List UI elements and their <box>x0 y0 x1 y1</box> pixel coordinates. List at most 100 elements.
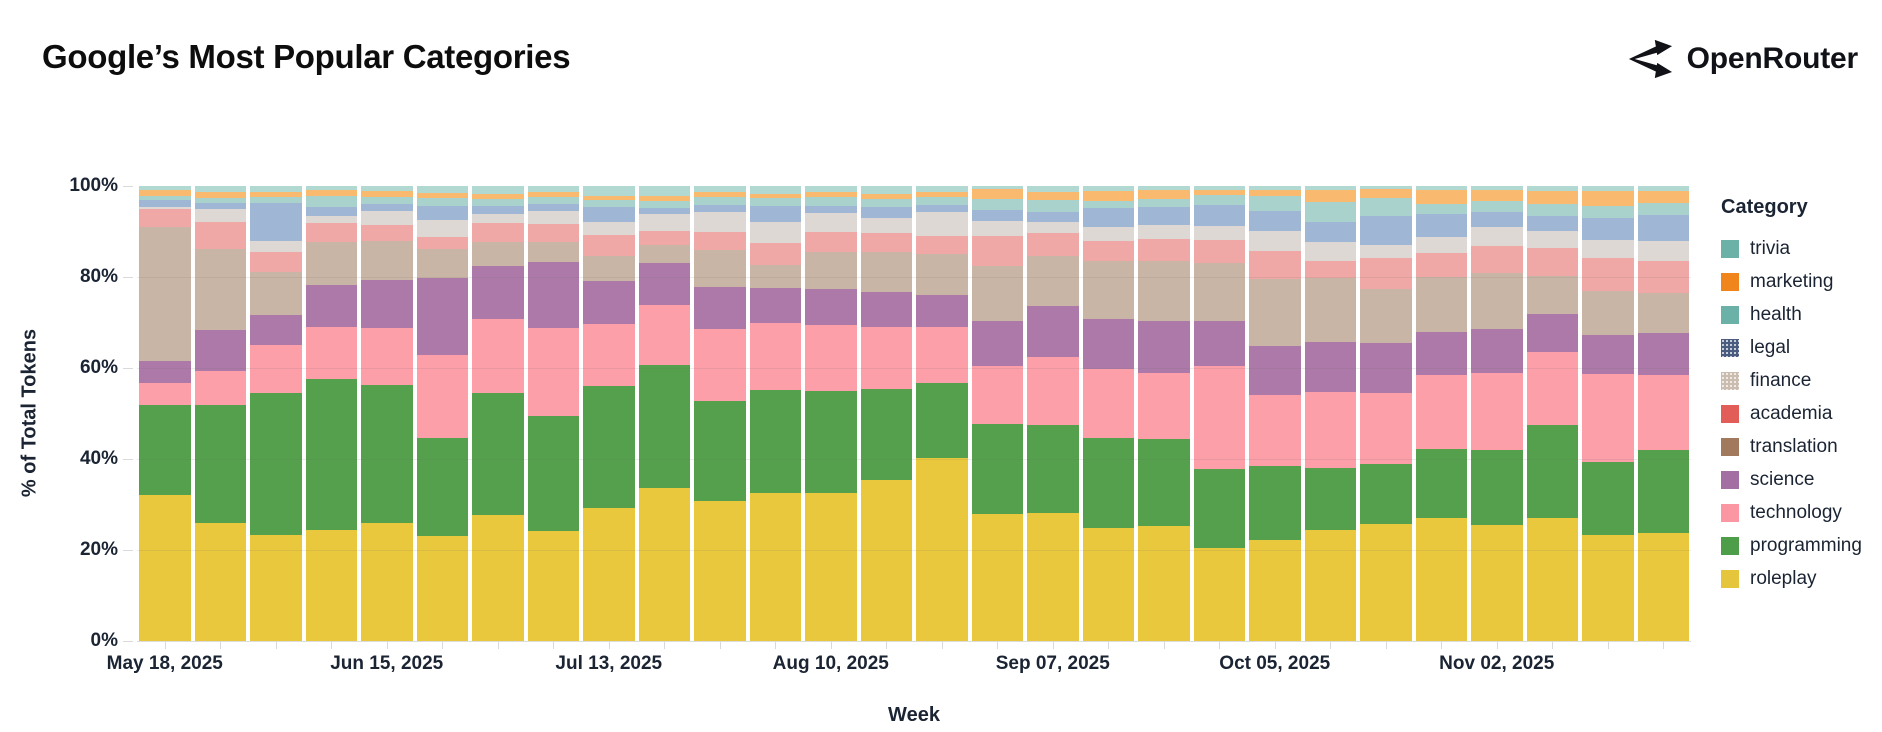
bar-segment-programming[interactable] <box>805 391 857 493</box>
bar-segment-roleplay[interactable] <box>416 535 468 641</box>
bar-segment-roleplay[interactable] <box>527 531 579 641</box>
bar-column[interactable] <box>1582 186 1634 641</box>
bar-segment-translation[interactable] <box>194 248 246 330</box>
bar-column[interactable] <box>1138 186 1190 641</box>
bar-segment-roleplay[interactable] <box>139 494 191 641</box>
bar-segment-technology[interactable] <box>139 382 191 405</box>
bar-segment-marketing[interactable] <box>194 192 246 199</box>
bar-segment-marketing[interactable] <box>361 191 413 197</box>
bar-segment-roleplay[interactable] <box>805 492 857 641</box>
bar-segment-science[interactable] <box>472 266 524 320</box>
bar-segment-legal[interactable] <box>860 207 912 219</box>
bar-segment-trivia[interactable] <box>472 186 524 194</box>
bar-segment-legal[interactable] <box>1582 217 1634 240</box>
bar-segment-programming[interactable] <box>749 390 801 493</box>
bar-segment-health[interactable] <box>250 197 302 203</box>
bar-segment-translation[interactable] <box>416 249 468 279</box>
bar-segment-marketing[interactable] <box>1082 190 1134 201</box>
bar-segment-roleplay[interactable] <box>305 529 357 641</box>
bar-segment-programming[interactable] <box>694 401 746 502</box>
bar-segment-marketing[interactable] <box>583 195 635 200</box>
bar-segment-translation[interactable] <box>1138 261 1190 322</box>
bar-segment-academia[interactable] <box>1193 239 1245 263</box>
bar-segment-roleplay[interactable] <box>583 508 635 641</box>
bar-segment-finance[interactable] <box>194 208 246 222</box>
bar-segment-marketing[interactable] <box>916 191 968 197</box>
bar-segment-academia[interactable] <box>472 222 524 242</box>
bar-segment-programming[interactable] <box>1082 438 1134 529</box>
bar-segment-trivia[interactable] <box>1304 186 1356 190</box>
bar-segment-programming[interactable] <box>1027 424 1079 513</box>
bar-segment-programming[interactable] <box>916 382 968 459</box>
bar-segment-trivia[interactable] <box>749 186 801 195</box>
bar-segment-legal[interactable] <box>583 207 635 222</box>
bar-segment-science[interactable] <box>305 284 357 328</box>
bar-segment-legal[interactable] <box>1304 221 1356 242</box>
bar-segment-roleplay[interactable] <box>916 458 968 641</box>
bar-segment-roleplay[interactable] <box>1193 548 1245 641</box>
bar-segment-academia[interactable] <box>638 230 690 245</box>
bar-segment-academia[interactable] <box>250 252 302 272</box>
bar-segment-health[interactable] <box>971 199 1023 211</box>
bar-segment-health[interactable] <box>916 197 968 206</box>
bar-segment-health[interactable] <box>583 199 635 208</box>
bar-segment-academia[interactable] <box>1415 253 1467 277</box>
bar-segment-roleplay[interactable] <box>749 492 801 641</box>
bar-segment-technology[interactable] <box>749 323 801 391</box>
bar-segment-academia[interactable] <box>583 235 635 256</box>
bar-segment-programming[interactable] <box>1193 469 1245 549</box>
bar-segment-marketing[interactable] <box>305 189 357 196</box>
bar-segment-translation[interactable] <box>1193 262 1245 321</box>
bar-segment-science[interactable] <box>361 280 413 328</box>
bar-segment-science[interactable] <box>749 288 801 324</box>
bar-segment-health[interactable] <box>416 198 468 206</box>
bar-segment-health[interactable] <box>1471 201 1523 212</box>
bar-segment-translation[interactable] <box>1415 276 1467 333</box>
bar-segment-science[interactable] <box>583 280 635 324</box>
bar-segment-trivia[interactable] <box>583 186 635 196</box>
bar-column[interactable] <box>916 186 968 641</box>
bar-column[interactable] <box>305 186 357 641</box>
bar-segment-academia[interactable] <box>1082 240 1134 261</box>
bar-segment-marketing[interactable] <box>1249 190 1301 196</box>
bar-segment-health[interactable] <box>194 198 246 203</box>
bar-segment-roleplay[interactable] <box>860 480 912 641</box>
bar-segment-science[interactable] <box>805 289 857 326</box>
bar-segment-trivia[interactable] <box>916 186 968 192</box>
bar-segment-legal[interactable] <box>805 205 857 214</box>
bar-segment-translation[interactable] <box>749 265 801 289</box>
bar-segment-legal[interactable] <box>971 210 1023 222</box>
bar-segment-translation[interactable] <box>1471 273 1523 330</box>
bar-segment-finance[interactable] <box>1582 239 1634 258</box>
bar-segment-translation[interactable] <box>527 242 579 262</box>
bar-segment-roleplay[interactable] <box>1471 525 1523 641</box>
bar-segment-technology[interactable] <box>1471 373 1523 451</box>
bar-segment-trivia[interactable] <box>1193 186 1245 190</box>
bar-column[interactable] <box>1304 186 1356 641</box>
bar-segment-health[interactable] <box>1637 203 1689 215</box>
bar-segment-health[interactable] <box>1526 203 1578 216</box>
bar-segment-academia[interactable] <box>971 235 1023 266</box>
bar-segment-finance[interactable] <box>1415 237 1467 254</box>
bar-segment-translation[interactable] <box>805 252 857 290</box>
bar-column[interactable] <box>1249 186 1301 641</box>
bar-segment-academia[interactable] <box>361 225 413 242</box>
bar-segment-technology[interactable] <box>916 327 968 383</box>
bar-segment-technology[interactable] <box>860 327 912 390</box>
bar-segment-academia[interactable] <box>1526 247 1578 276</box>
bar-segment-finance[interactable] <box>361 211 413 226</box>
bar-segment-roleplay[interactable] <box>1415 518 1467 641</box>
bar-segment-translation[interactable] <box>971 265 1023 322</box>
bar-segment-finance[interactable] <box>1249 231 1301 252</box>
bar-segment-science[interactable] <box>638 262 690 305</box>
bar-segment-marketing[interactable] <box>139 190 191 196</box>
bar-segment-trivia[interactable] <box>1415 186 1467 190</box>
bar-segment-finance[interactable] <box>694 212 746 233</box>
bar-segment-science[interactable] <box>1027 306 1079 358</box>
bar-column[interactable] <box>694 186 746 641</box>
bar-segment-translation[interactable] <box>916 253 968 295</box>
bar-segment-trivia[interactable] <box>971 186 1023 190</box>
bar-segment-legal[interactable] <box>416 205 468 220</box>
bar-segment-science[interactable] <box>1582 334 1634 375</box>
bar-segment-technology[interactable] <box>1082 369 1134 439</box>
